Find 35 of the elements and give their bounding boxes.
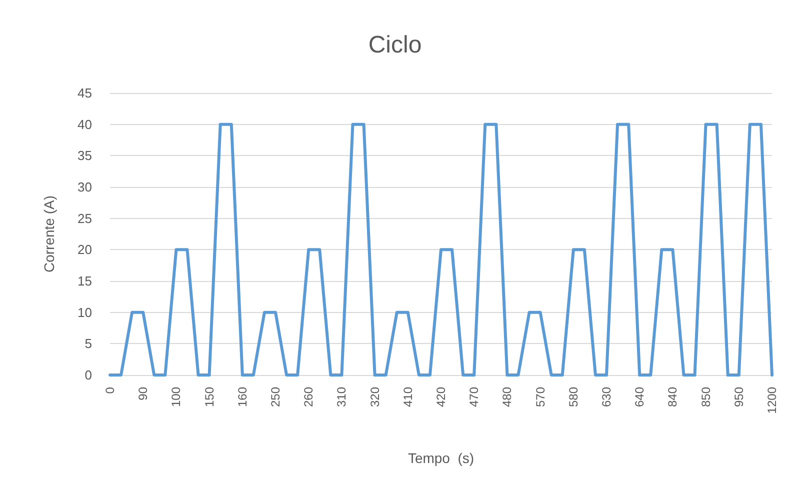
x-tick-label: 840 [666,386,680,408]
y-tick-label: 35 [78,148,92,164]
y-tick-label: 10 [78,304,92,320]
x-tick-label: 640 [632,386,647,408]
y-tick-label: 45 [78,86,92,100]
x-tick-label: 320 [368,386,382,408]
y-tick-label: 0 [84,368,92,382]
y-axis-title: Corrente (A) [41,195,57,273]
x-axis-title: Tempo (s) [408,450,474,466]
x-tick-label: 1200 [765,386,779,414]
x-tick-label: 250 [268,386,282,408]
x-tick-label: 480 [500,386,514,408]
y-tick-label: 40 [78,116,92,132]
x-tick-label: 0 [103,386,117,394]
x-tick-label: 100 [169,386,184,408]
x-tick-label: 570 [533,386,548,408]
x-tick-label: 150 [202,386,216,408]
x-tick-label: 630 [600,386,614,408]
y-tick-label: 25 [78,210,92,226]
x-tick-label: 580 [566,386,580,408]
chart-title: Ciclo [368,32,422,58]
y-tick-label: 20 [78,242,92,258]
y-tick-label: 5 [84,336,92,352]
x-tick-label: 850 [698,386,713,408]
x-tick-label: 950 [732,386,746,408]
y-tick-label: 30 [78,180,92,194]
x-tick-label: 420 [434,386,448,408]
line-series [108,122,774,376]
x-tick-label: 90 [136,386,150,400]
x-tick-label: 470 [467,386,482,408]
x-tick-label: 310 [334,386,349,408]
y-tick-label: 15 [78,274,92,288]
x-tick-label: 410 [400,386,415,408]
x-tick-label: 160 [235,386,250,408]
x-tick-label: 260 [302,386,316,408]
